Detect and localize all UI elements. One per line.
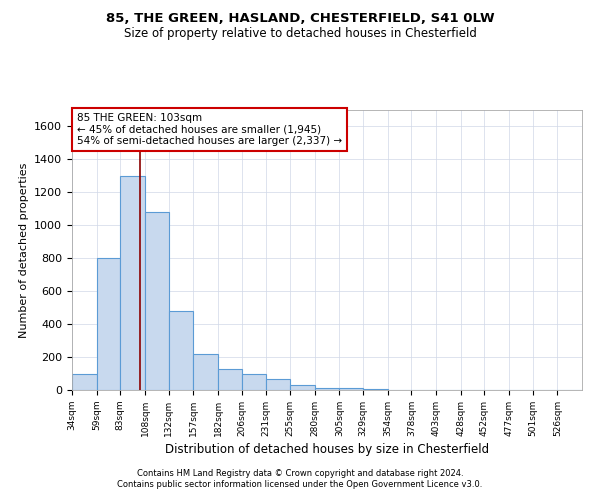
X-axis label: Distribution of detached houses by size in Chesterfield: Distribution of detached houses by size …: [165, 443, 489, 456]
Text: 85 THE GREEN: 103sqm
← 45% of detached houses are smaller (1,945)
54% of semi-de: 85 THE GREEN: 103sqm ← 45% of detached h…: [77, 113, 342, 146]
Bar: [266, 380, 290, 390]
Text: Contains public sector information licensed under the Open Government Licence v3: Contains public sector information licen…: [118, 480, 482, 489]
Bar: [169, 311, 193, 390]
Bar: [363, 389, 388, 390]
Y-axis label: Number of detached properties: Number of detached properties: [19, 162, 29, 338]
Bar: [242, 374, 266, 390]
Bar: [193, 354, 218, 390]
Bar: [145, 212, 169, 390]
Bar: [121, 176, 145, 390]
Bar: [72, 374, 97, 390]
Text: 85, THE GREEN, HASLAND, CHESTERFIELD, S41 0LW: 85, THE GREEN, HASLAND, CHESTERFIELD, S4…: [106, 12, 494, 26]
Text: Contains HM Land Registry data © Crown copyright and database right 2024.: Contains HM Land Registry data © Crown c…: [137, 468, 463, 477]
Bar: [290, 385, 314, 390]
Bar: [314, 388, 340, 390]
Text: Size of property relative to detached houses in Chesterfield: Size of property relative to detached ho…: [124, 28, 476, 40]
Bar: [340, 388, 363, 390]
Bar: [97, 258, 121, 390]
Bar: [218, 368, 242, 390]
